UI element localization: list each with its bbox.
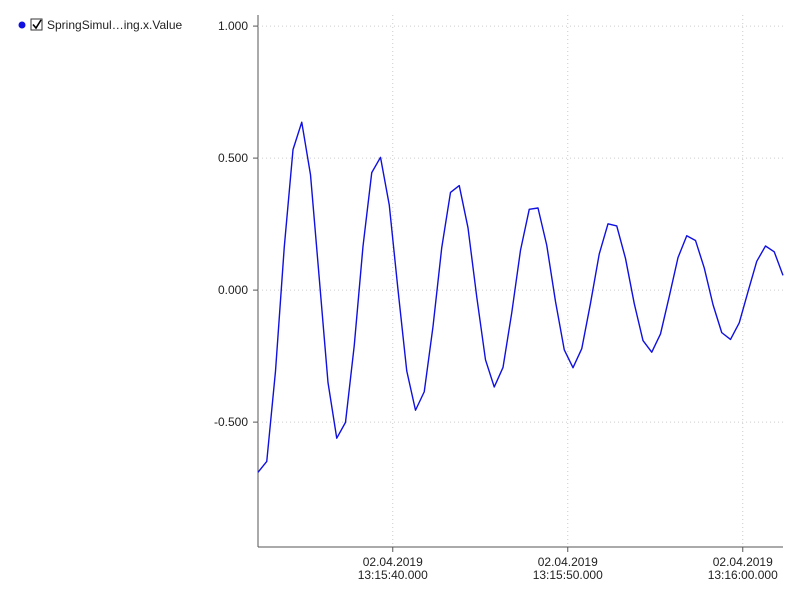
y-tick-label: 1.000 (218, 19, 248, 33)
data-line (257, 121, 784, 473)
x-tick-label: 02.04.2019 (363, 555, 423, 569)
checkbox-check (32, 19, 42, 30)
x-tick-label: 13:15:40.000 (358, 568, 428, 582)
x-tick-label: 02.04.2019 (713, 555, 773, 569)
x-tick-label: 02.04.2019 (538, 555, 598, 569)
y-tick-label: 0.000 (218, 283, 248, 297)
legend-checkbox[interactable] (30, 18, 43, 31)
legend-dot (18, 21, 26, 29)
x-tick-label: 13:16:00.000 (708, 568, 778, 582)
y-tick-label: 0.500 (218, 151, 248, 165)
legend-label[interactable]: SpringSimul…ing.x.Value (47, 18, 183, 32)
y-tick-label: -0.500 (214, 415, 248, 429)
x-tick-label: 13:15:50.000 (533, 568, 603, 582)
